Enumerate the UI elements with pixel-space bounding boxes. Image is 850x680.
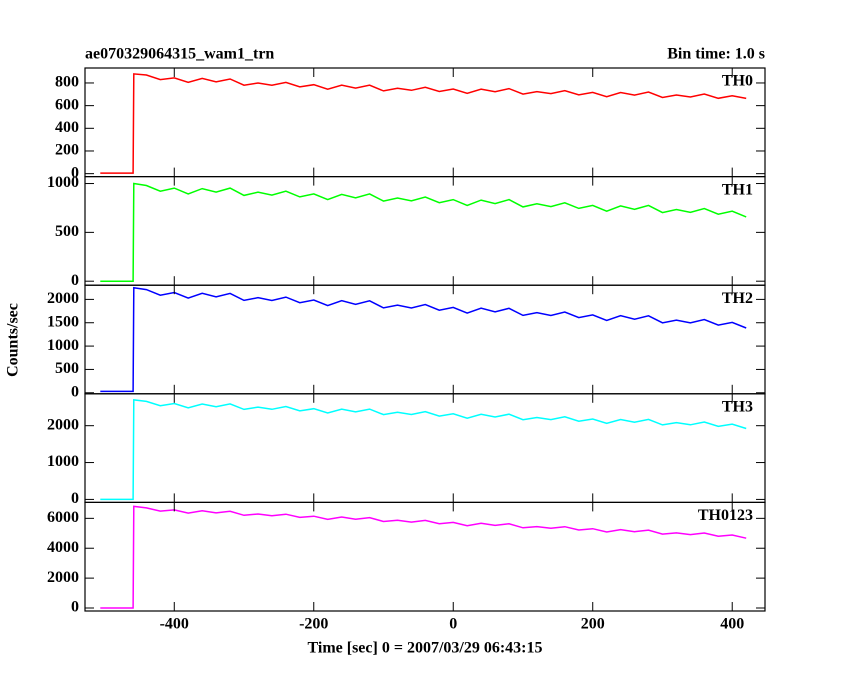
y-tick-label: 500 (55, 223, 79, 240)
series-line (100, 505, 747, 609)
panel-frame (84, 284, 766, 395)
y-tick-label: 500 (55, 360, 79, 377)
series-label: TH2 (722, 290, 753, 307)
y-tick-label: 0 (71, 164, 79, 181)
y-tick-label: 6000 (47, 509, 79, 526)
x-tick-label: 0 (449, 616, 457, 633)
series-line (100, 73, 747, 174)
y-tick-label: 4000 (47, 539, 79, 556)
y-tick-label: 2000 (47, 416, 79, 433)
chart-title: ae070329064315_wam1_trn (85, 46, 274, 63)
y-tick-label: 600 (55, 96, 79, 113)
y-tick-label: 1000 (47, 337, 79, 354)
chart-subtitle: Bin time: 1.0 s (667, 46, 765, 63)
y-tick-label: 0 (71, 599, 79, 616)
panel-frame (84, 67, 766, 178)
x-tick-label: -200 (299, 616, 328, 633)
series-line (100, 182, 747, 282)
y-tick-label: 0 (71, 490, 79, 507)
y-tick-label: 800 (55, 74, 79, 91)
y-tick-label: 400 (55, 119, 79, 136)
y-tick-label: 200 (55, 142, 79, 159)
y-tick-label: 1000 (47, 174, 79, 191)
series-label: TH0123 (698, 507, 753, 524)
y-tick-label: 2000 (47, 290, 79, 307)
panel-frame (84, 393, 766, 503)
y-tick-label: 1500 (47, 313, 79, 330)
x-tick-label: 200 (581, 616, 605, 633)
y-tick-label: 0 (71, 272, 79, 289)
x-axis-label: Time [sec] 0 = 2007/03/29 06:43:15 (307, 640, 542, 657)
y-tick-label: 0 (71, 383, 79, 400)
x-tick-label: 400 (720, 616, 744, 633)
series-label: TH3 (722, 398, 753, 415)
panel-frame (84, 501, 766, 612)
x-tick-label: -400 (160, 616, 189, 633)
series-label: TH0 (722, 73, 753, 90)
y-tick-label: 2000 (47, 569, 79, 586)
series-label: TH1 (722, 181, 753, 198)
y-axis-label: Counts/sec (5, 303, 22, 377)
series-line (100, 286, 747, 393)
series-line (100, 399, 747, 501)
y-tick-label: 1000 (47, 453, 79, 470)
